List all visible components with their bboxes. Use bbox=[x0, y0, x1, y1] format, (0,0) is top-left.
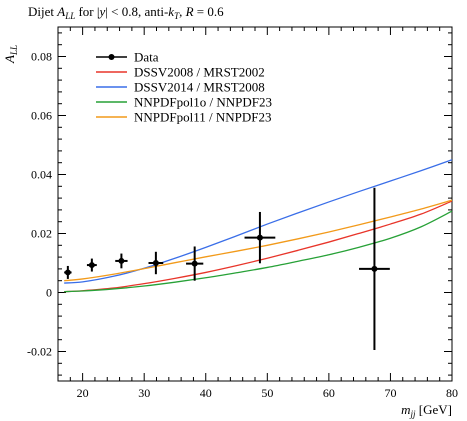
data-marker bbox=[88, 262, 95, 269]
y-tick-label: 0.02 bbox=[31, 227, 52, 241]
data-point bbox=[115, 253, 128, 269]
nnpdfpol11-curve bbox=[64, 199, 453, 282]
x-axis-label: mjj [GeV] bbox=[401, 402, 452, 419]
y-axis-label: ALL bbox=[2, 45, 19, 64]
data-marker bbox=[152, 260, 159, 266]
data-marker bbox=[371, 265, 378, 272]
chart-title: Dijet ALL for |y| < 0.8, anti-kT, R = 0.… bbox=[28, 4, 224, 21]
data-points bbox=[64, 187, 390, 351]
legend-label-nnpdfpol11-curve: NNPDFpol11 / NNPDF23 bbox=[134, 110, 272, 125]
legend-label-dssv2008-curve: DSSV2008 / MRST2002 bbox=[134, 65, 265, 80]
x-tick-label: 40 bbox=[200, 386, 212, 400]
y-tick-label: 0.04 bbox=[31, 168, 52, 182]
data-point bbox=[64, 265, 72, 279]
y-tick-label: 0.08 bbox=[31, 50, 52, 64]
data-point bbox=[186, 246, 204, 281]
dssv2014-curve bbox=[64, 159, 453, 284]
theory-curves bbox=[64, 159, 453, 293]
data-marker bbox=[256, 234, 263, 241]
x-tick-label: 20 bbox=[77, 386, 89, 400]
x-tick-label: 60 bbox=[323, 386, 335, 400]
x-tick-label: 70 bbox=[384, 386, 396, 400]
data-point bbox=[86, 258, 97, 272]
data-marker bbox=[191, 260, 198, 267]
data-point bbox=[244, 211, 276, 264]
legend-label-dssv2014-curve: DSSV2014 / MRST2008 bbox=[134, 80, 265, 95]
data-marker bbox=[118, 257, 125, 264]
data-point bbox=[148, 251, 164, 275]
x-tick-label: 50 bbox=[261, 386, 273, 400]
nnpdfpol10-curve bbox=[64, 210, 453, 293]
y-tick-label: 0.06 bbox=[31, 109, 52, 123]
y-tick-label: -0.02 bbox=[27, 345, 52, 359]
legend-label-data: Data bbox=[134, 50, 159, 65]
data-marker bbox=[64, 269, 71, 276]
axis-ticks: 20 30 40 50 60 70 80 -0.02 0 0.02 0.04 0.06 0.08 bbox=[27, 27, 458, 400]
legend-label-nnpdfpol10-curve: NNPDFpol1o / NNPDF23 bbox=[134, 95, 272, 110]
y-tick-label: 0 bbox=[46, 286, 52, 300]
x-tick-label: 30 bbox=[138, 386, 150, 400]
data-point bbox=[359, 187, 390, 351]
dssv2008-curve bbox=[64, 200, 453, 293]
x-tick-label: 80 bbox=[446, 386, 458, 400]
legend-data-marker bbox=[108, 54, 115, 60]
